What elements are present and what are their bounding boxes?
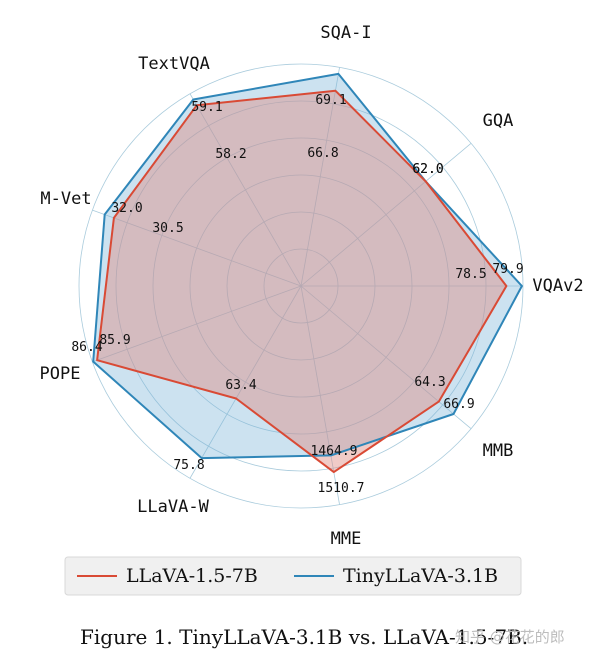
value-label-1-0: 79.9 [492,262,523,277]
grid-spoke [92,285,302,363]
value-label-0-3: 58.2 [215,147,246,162]
grid-spoke [300,142,472,287]
grid-spoke [189,285,302,479]
axis-label-pope: POPE [40,364,81,384]
axis-label-gqa: GQA [483,111,514,131]
watermark: 知乎 @花花的郎 [455,628,565,646]
value-label-0-5: 85.9 [99,333,130,348]
axis-label-m-vet: M-Vet [40,189,91,209]
value-label-1-5: 86.4 [71,340,102,355]
axis-label-vqav2: VQAv2 [532,276,583,296]
value-label-0-1: 62.0 [412,162,443,177]
value-label-1-8: 66.9 [443,397,474,412]
legend: LLaVA-1.5-7B TinyLLaVA-3.1B [64,556,522,596]
value-label-0-0: 78.5 [455,267,486,282]
value-label-1-1: 62.0 [412,162,443,177]
value-label-1-2: 69.1 [315,93,346,108]
grid-spoke [189,93,302,287]
legend-label-tinyllava: TinyLLaVA-3.1B [343,565,498,587]
value-label-0-7: 1510.7 [318,481,365,496]
figure-caption: Figure 1. TinyLLaVA-3.1B vs. LLaVA-1.5-7… [80,625,528,649]
legend-box [64,556,522,596]
series-line-1 [92,72,523,460]
value-label-1-6: 75.8 [173,458,204,473]
radar-grid [78,63,524,509]
series-line-0 [96,89,508,474]
axis-label-llava-w: LLaVA-W [137,497,209,517]
axis-label-mmb: MMB [483,441,514,461]
grid-spoke [300,67,340,287]
value-label-1-7: 1464.9 [311,444,358,459]
axis-label-mme: MME [331,529,362,549]
grid-spoke [92,209,302,287]
grid-spoke [300,285,472,430]
series-area-0 [97,90,507,473]
value-label-1-4: 32.0 [111,201,142,216]
grid-spoke [300,285,340,505]
axis-label-textvqa: TextVQA [138,54,210,74]
axis-label-sqa-i: SQA-I [320,23,371,43]
value-label-0-6: 63.4 [225,378,256,393]
value-labels: 78.5 62.0 66.8 58.2 30.5 85.9 63.4 1510.7 64.3 79… [71,93,523,496]
axis-labels: VQAv2 GQA SQA-I TextVQA M-Vet POPE LLaVA-W MME M… [40,23,584,549]
value-label-1-3: 59.1 [191,100,222,115]
radar-series [92,72,523,474]
legend-label-llava: LLaVA-1.5-7B [126,565,258,587]
value-label-0-2: 66.8 [307,146,338,161]
value-label-0-4: 30.5 [152,221,183,236]
value-label-0-8: 64.3 [414,375,445,390]
